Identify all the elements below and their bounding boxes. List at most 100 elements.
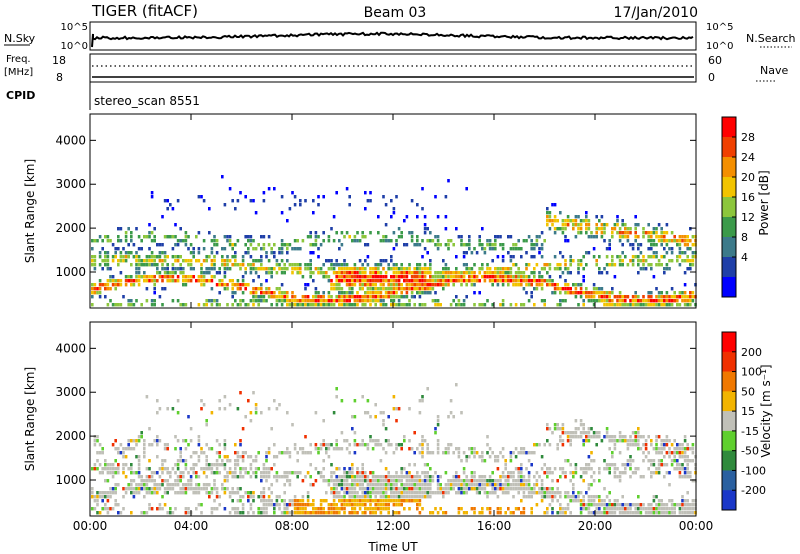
velocity-cell [543,495,546,499]
velocity-cell [174,463,177,467]
velocity-cell [312,483,315,487]
velocity-cell [377,443,380,447]
power-cell [332,283,336,287]
velocity-cell [665,503,669,507]
velocity-cell [130,487,133,491]
power-cell [579,231,583,235]
velocity-cell [96,495,99,499]
velocity-cell [598,495,601,499]
power-cell [582,275,585,279]
velocity-cell [517,479,520,483]
power-cell [663,271,666,275]
power-cell [351,295,354,299]
velocity-cell [96,467,99,471]
power-cell [208,231,211,235]
velocity-cell [670,459,674,463]
velocity-cell [423,439,427,443]
velocity-cell [392,503,396,507]
velocity-cell [273,511,276,515]
power-cell [150,299,154,303]
power-cell [353,283,357,287]
velocity-cell [663,463,666,467]
power-cell [613,263,617,267]
velocity-cell [265,455,268,459]
velocity-cell [418,411,422,415]
power-cell [208,255,211,259]
velocity-cell [179,447,182,451]
power-cell [631,243,635,247]
power-cell [330,267,333,271]
velocity-cell [577,499,580,503]
power-cell [369,295,372,299]
velocity-cell [101,495,104,499]
power-cell [369,303,372,307]
power-cell [600,231,604,235]
power-cell [379,295,383,299]
velocity-cell [319,499,323,503]
velocity-cell [189,475,193,479]
velocity-cell [569,511,572,515]
power-cell [317,271,320,275]
power-cell [678,303,682,307]
power-cell [676,303,679,307]
velocity-cell [208,495,211,499]
power-cell [338,279,341,283]
power-cell [608,239,611,243]
velocity-cell [663,511,666,515]
power-cell [91,291,94,295]
power-cell [153,299,156,303]
velocity-cell [546,495,549,499]
velocity-cell [608,471,611,475]
velocity-cell [564,475,567,479]
power-cell [660,235,663,239]
power-cell [642,227,645,231]
power-cell [228,259,232,263]
power-cell [208,271,211,275]
velocity-cell [624,439,627,443]
velocity-cell [673,511,676,515]
power-cell [478,235,481,239]
velocity-cell [457,507,461,511]
power-cell [309,259,312,263]
power-cell [200,271,203,275]
velocity-cell [353,491,357,495]
power-cell [624,223,627,227]
power-cell [202,247,206,251]
velocity-cell [330,511,333,515]
power-cell [514,271,518,275]
velocity-cell [686,511,689,515]
power-cell [533,255,536,259]
power-cell [93,283,97,287]
velocity-cell [494,483,497,487]
velocity-cell [239,439,242,443]
velocity-cell [351,507,354,511]
velocity-cell [527,479,531,483]
velocity-cell [296,511,299,515]
velocity-cell [416,503,419,507]
velocity-cell [403,507,406,511]
velocity-cell [127,443,130,447]
velocity-cell [374,439,377,443]
velocity-cell [481,451,484,455]
power-cell [561,255,565,259]
power-cell [678,295,682,299]
velocity-cell [299,499,302,503]
velocity-cell [543,511,546,515]
power-cell [400,287,403,291]
power-cell [689,247,692,251]
velocity-cell [439,483,442,487]
velocity-cell [348,467,351,471]
velocity-cell [491,491,494,495]
velocity-cell [509,487,513,491]
velocity-cell [106,491,110,495]
power-cell [408,287,411,291]
velocity-cell [491,471,494,475]
velocity-cell [533,451,536,455]
velocity-cell [143,451,146,455]
velocity-cell [234,475,237,479]
velocity-cell [624,511,627,515]
power-cell [400,303,403,307]
power-cell [564,223,567,227]
velocity-cell [317,507,320,511]
power-cell [621,235,624,239]
